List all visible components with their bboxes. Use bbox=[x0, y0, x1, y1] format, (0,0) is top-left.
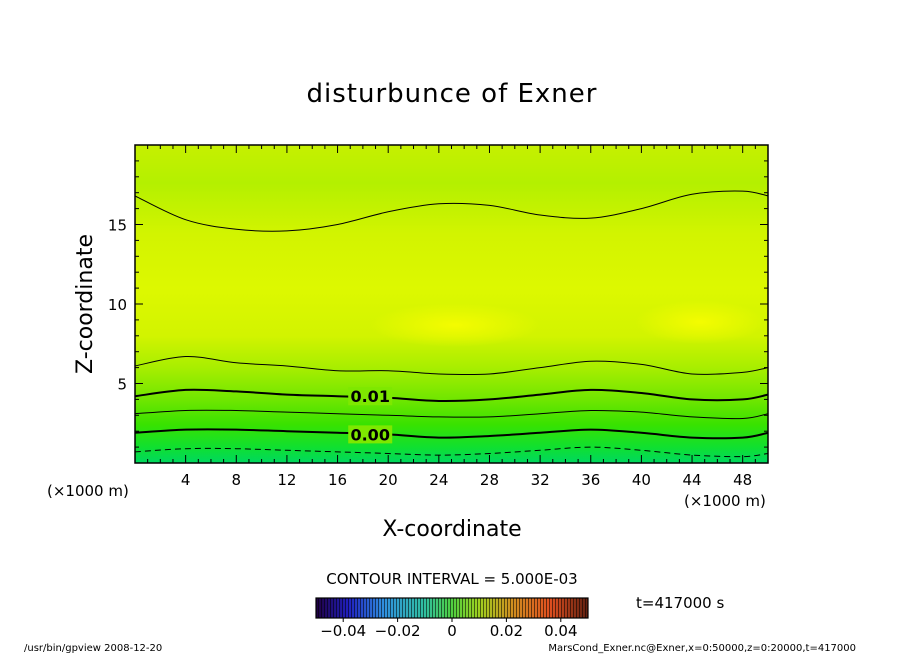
chart-title: disturbunce of Exner bbox=[307, 79, 598, 109]
x-tick-label: 20 bbox=[379, 471, 398, 489]
time-label: t=417000 s bbox=[636, 594, 724, 612]
x-tick-label: 48 bbox=[733, 471, 752, 489]
footer-right: MarsCond_Exner.nc@Exner,x=0:50000,z=0:20… bbox=[548, 643, 856, 654]
colorbar-stripes bbox=[316, 598, 588, 618]
x-tick-label: 4 bbox=[181, 471, 191, 489]
x-tick-label: 40 bbox=[632, 471, 651, 489]
colorbar: −0.04 −0.02 0 0.02 0.04 bbox=[315, 597, 589, 640]
x-unit-left: (×1000 m) bbox=[47, 482, 129, 500]
x-tick-label: 32 bbox=[531, 471, 550, 489]
contour-line bbox=[135, 428, 768, 440]
x-tick-label: 8 bbox=[232, 471, 242, 489]
contour-line bbox=[135, 355, 768, 376]
y-tick-label: 15 bbox=[108, 217, 127, 235]
x-tick-label: 24 bbox=[429, 471, 448, 489]
contour-label: 0.01 bbox=[350, 387, 389, 406]
y-axis-label: Z-coordinate bbox=[73, 234, 98, 374]
colorbar-tick-label: 0 bbox=[447, 622, 457, 640]
y-tick-label: 10 bbox=[108, 296, 127, 314]
x-tick-label: 44 bbox=[682, 471, 701, 489]
x-tick-label: 28 bbox=[480, 471, 499, 489]
x-tick-label: 12 bbox=[277, 471, 296, 489]
contour-line bbox=[135, 446, 768, 458]
maximum-region bbox=[370, 303, 540, 347]
contour-label: 0.00 bbox=[350, 425, 389, 444]
x-axis-label: X-coordinate bbox=[382, 517, 521, 542]
y-tick-label: 5 bbox=[117, 376, 127, 394]
maximum-region bbox=[635, 300, 765, 344]
contour-label-bg bbox=[348, 387, 393, 406]
contour-line bbox=[135, 409, 768, 420]
colorbar-tick-label: −0.02 bbox=[375, 622, 421, 640]
contour-interval: CONTOUR INTERVAL = 5.000E-03 bbox=[326, 570, 577, 588]
contour-line bbox=[135, 190, 768, 232]
colorbar-tick-label: 0.04 bbox=[544, 622, 577, 640]
colorbar-tick-label: 0.02 bbox=[490, 622, 523, 640]
contour-line bbox=[135, 388, 768, 403]
x-tick-label: 16 bbox=[328, 471, 347, 489]
x-unit-right: (×1000 m) bbox=[684, 492, 766, 510]
x-tick-label: 36 bbox=[581, 471, 600, 489]
contour-label-bg bbox=[348, 425, 393, 444]
colorbar-tick-label: −0.04 bbox=[320, 622, 366, 640]
footer-left: /usr/bin/gpview 2008-12-20 bbox=[24, 643, 162, 654]
